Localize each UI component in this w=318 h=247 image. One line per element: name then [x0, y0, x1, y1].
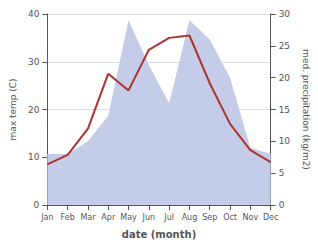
svg-text:15: 15: [279, 105, 290, 115]
svg-text:Dec: Dec: [263, 213, 278, 222]
svg-text:0: 0: [34, 200, 40, 210]
svg-text:Jan: Jan: [40, 213, 53, 222]
svg-text:25: 25: [279, 41, 290, 51]
svg-text:Jun: Jun: [142, 213, 156, 222]
svg-text:20: 20: [28, 105, 40, 115]
svg-text:Nov: Nov: [243, 213, 259, 222]
svg-text:Jul: Jul: [163, 213, 174, 222]
svg-text:0: 0: [279, 200, 285, 210]
svg-text:Feb: Feb: [61, 213, 75, 222]
svg-text:date (month): date (month): [122, 229, 196, 240]
svg-text:10: 10: [28, 152, 40, 162]
svg-text:5: 5: [279, 168, 285, 178]
svg-text:Sep: Sep: [202, 213, 217, 222]
svg-text:30: 30: [28, 57, 40, 67]
svg-text:30: 30: [279, 9, 291, 19]
svg-text:Oct: Oct: [223, 213, 237, 222]
svg-text:Mar: Mar: [80, 213, 96, 222]
svg-text:Aug: Aug: [182, 213, 198, 222]
svg-text:med. precipitation (kg/m2): med. precipitation (kg/m2): [301, 49, 311, 170]
svg-text:max temp (C): max temp (C): [8, 78, 18, 140]
svg-text:20: 20: [279, 73, 291, 83]
svg-text:40: 40: [28, 9, 40, 19]
svg-text:Apr: Apr: [101, 213, 116, 222]
svg-text:10: 10: [279, 136, 291, 146]
svg-text:May: May: [120, 213, 137, 222]
